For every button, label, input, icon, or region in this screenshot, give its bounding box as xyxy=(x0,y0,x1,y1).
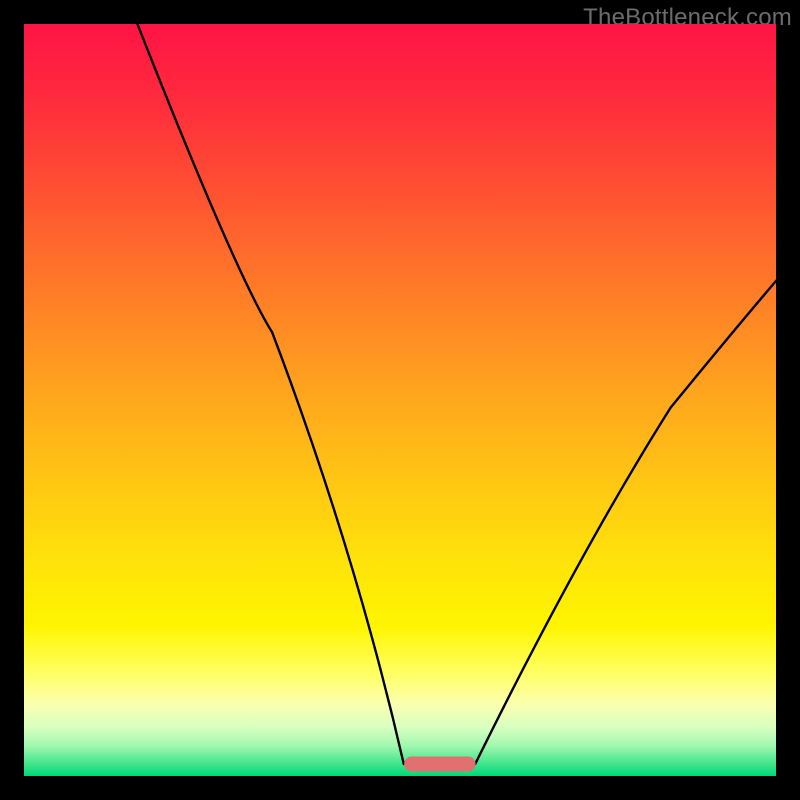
gradient-background xyxy=(24,24,776,776)
figure-canvas: TheBottleneck.com xyxy=(0,0,800,800)
optimal-marker xyxy=(404,756,475,771)
plot-svg xyxy=(24,24,776,776)
plot-area xyxy=(24,24,776,776)
